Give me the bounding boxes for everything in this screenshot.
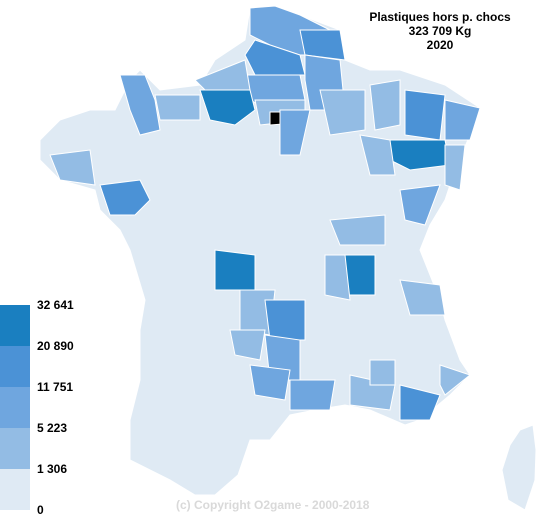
dept-calvados[interactable] [154,94,201,121]
dept-loire[interactable] [344,254,376,296]
dept-finistere[interactable] [49,149,96,186]
dept-var[interactable] [399,384,441,421]
dept-savoie[interactable] [399,279,446,316]
legend-swatch-4 [0,428,30,469]
legend-label-2: 11 751 [37,380,74,394]
legend-swatch-3 [0,387,30,428]
dept-moselle[interactable] [404,89,446,141]
legend-swatch-5 [0,469,30,510]
dept-jura[interactable] [329,214,386,246]
dept-haut-rhin[interactable] [444,144,466,191]
dept-eure[interactable] [199,89,256,126]
legend-label-4: 1 306 [37,462,68,476]
legend-label-3: 5 223 [37,421,68,435]
legend-label-1: 20 890 [37,339,74,353]
dept-ain[interactable] [324,254,351,301]
map-year: 2020 [426,38,454,52]
map-title: Plastiques hors p. chocs [369,10,511,24]
dept-tarn[interactable] [249,364,291,401]
dept-bas-rhin[interactable] [444,99,481,141]
dept-ardennes[interactable] [319,89,366,136]
dept-meuse[interactable] [369,79,401,131]
dept-doubs[interactable] [399,184,441,226]
dept-haute-marne[interactable] [359,134,396,176]
dept-gard[interactable] [289,379,336,411]
dept-haute-vienne[interactable] [214,249,256,291]
dept-manche[interactable] [119,74,161,136]
corsica[interactable] [501,424,537,511]
dept-lot[interactable] [229,329,266,361]
legend-swatch-1 [0,305,30,346]
dept-alpes-maritimes[interactable] [439,364,472,396]
map-total: 323 709 Kg [408,24,472,38]
copyright-text: (c) Copyright O2game - 2000-2018 [176,498,370,512]
legend-label-0: 32 641 [37,298,74,312]
dept-cantal[interactable] [264,299,306,341]
dept-aisne[interactable] [299,29,346,61]
legend-label-5: 0 [37,503,44,517]
dept-marne[interactable] [279,109,311,156]
dept-alpes-de-haute-provence[interactable] [369,359,396,386]
dept-loire-atlantique[interactable] [99,179,151,216]
legend-swatch-2 [0,346,30,387]
